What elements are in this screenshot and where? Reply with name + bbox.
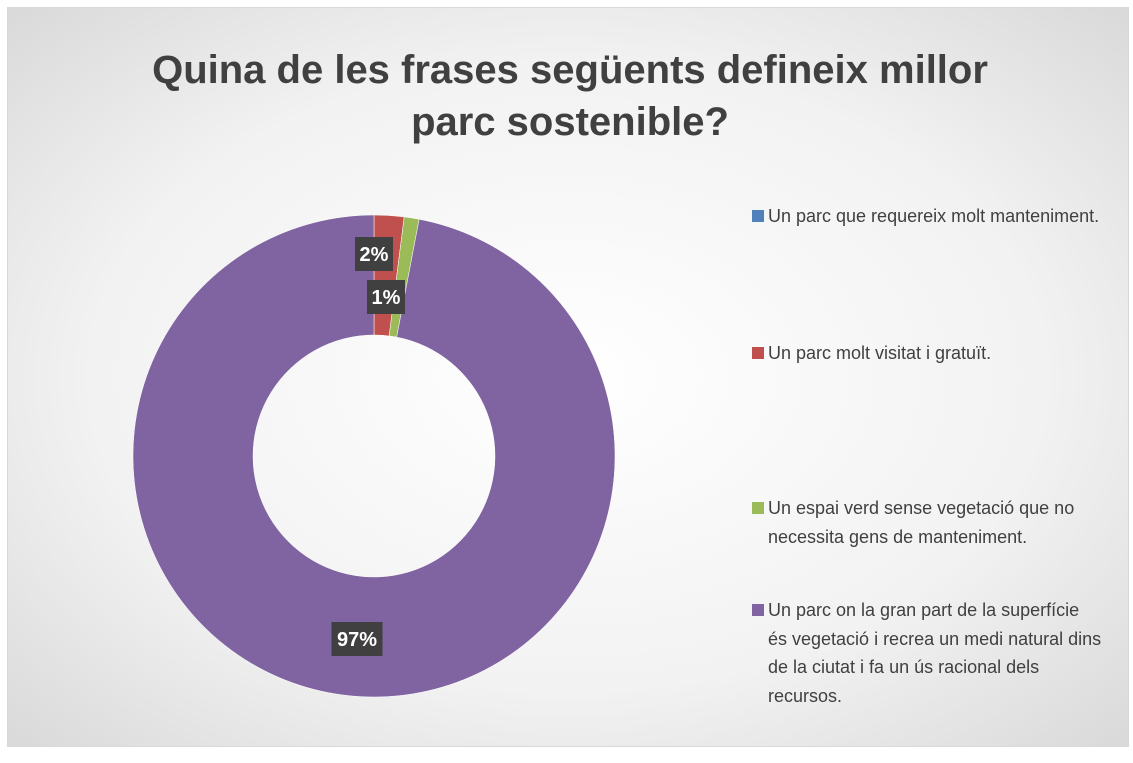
donut-slice [132,214,616,698]
legend-item: Un parc que requereix molt manteniment. [752,202,1102,231]
legend-label: Un parc que requereix molt manteniment. [768,206,1100,226]
data-label: 2% [360,244,389,266]
data-label: 97% [337,629,377,651]
data-label-box [367,280,405,314]
legend-swatch [752,604,764,616]
legend-label: Un espai verd sense vegetació que no nec… [768,498,1075,547]
chart-title: Quina de les frases següents defineix mi… [152,48,988,144]
data-label: 1% [372,287,401,309]
legend-swatch [752,347,764,359]
legend-swatch [752,502,764,514]
data-label-box [355,237,393,271]
legend-item: Un espai verd sense vegetació que no nec… [752,494,1102,551]
legend-item: Un parc on la gran part de la superfície… [752,596,1102,710]
data-label-box [331,622,383,656]
legend-swatch [752,210,764,222]
legend-label: Un parc molt visitat i gratuït. [768,343,992,363]
legend-item: Un parc molt visitat i gratuït. [752,339,1102,368]
legend-label: Un parc on la gran part de la superfície… [768,600,1102,706]
